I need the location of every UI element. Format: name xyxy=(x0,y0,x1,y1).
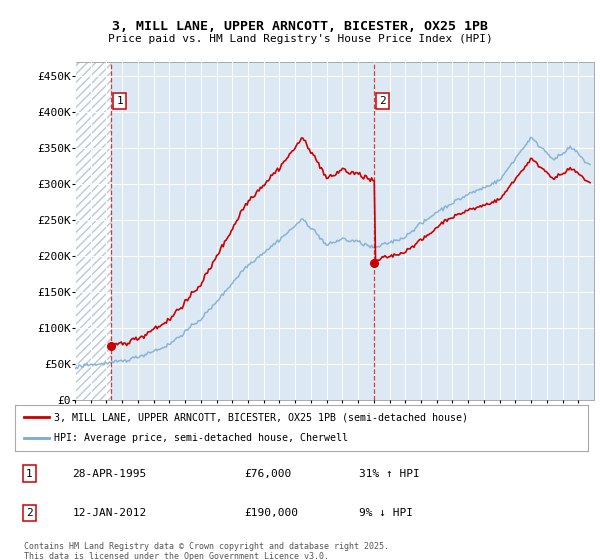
Text: 2: 2 xyxy=(379,96,386,106)
Text: 3, MILL LANE, UPPER ARNCOTT, BICESTER, OX25 1PB: 3, MILL LANE, UPPER ARNCOTT, BICESTER, O… xyxy=(112,20,488,34)
Text: 28-APR-1995: 28-APR-1995 xyxy=(73,469,146,479)
Text: 31% ↑ HPI: 31% ↑ HPI xyxy=(359,469,419,479)
Text: £190,000: £190,000 xyxy=(244,508,298,518)
Text: HPI: Average price, semi-detached house, Cherwell: HPI: Average price, semi-detached house,… xyxy=(54,433,348,444)
Text: Contains HM Land Registry data © Crown copyright and database right 2025.
This d: Contains HM Land Registry data © Crown c… xyxy=(24,542,389,560)
Text: Price paid vs. HM Land Registry's House Price Index (HPI): Price paid vs. HM Land Registry's House … xyxy=(107,34,493,44)
Text: 2: 2 xyxy=(26,508,33,518)
Bar xyxy=(75,62,112,400)
Text: 9% ↓ HPI: 9% ↓ HPI xyxy=(359,508,413,518)
Text: 1: 1 xyxy=(116,96,123,106)
Text: 1: 1 xyxy=(26,469,33,479)
Text: 3, MILL LANE, UPPER ARNCOTT, BICESTER, OX25 1PB (semi-detached house): 3, MILL LANE, UPPER ARNCOTT, BICESTER, O… xyxy=(54,412,468,422)
Text: £76,000: £76,000 xyxy=(244,469,292,479)
Text: 12-JAN-2012: 12-JAN-2012 xyxy=(73,508,146,518)
